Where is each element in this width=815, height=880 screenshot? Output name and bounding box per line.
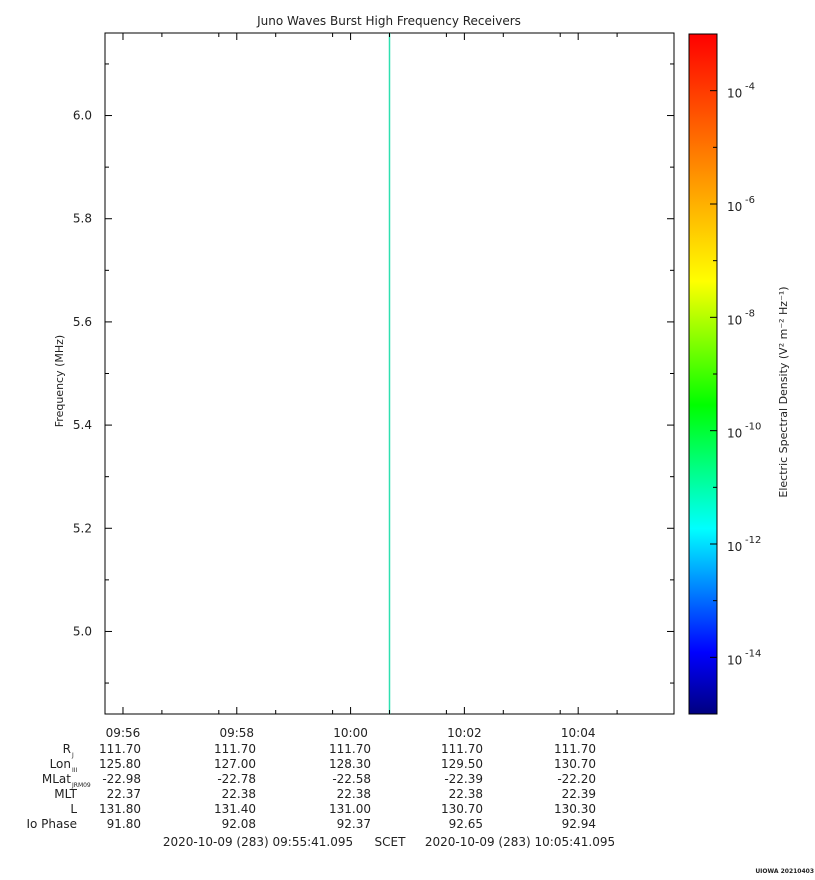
ephemeris-value: -22.78 xyxy=(217,772,256,786)
ephemeris-label-subscript: J xyxy=(71,752,74,759)
ephemeris-value: 125.80 xyxy=(99,757,141,771)
ephemeris-label: MLat xyxy=(42,772,71,786)
ephemeris-value: 92.94 xyxy=(562,817,596,831)
ephemeris-value: 92.37 xyxy=(337,817,371,831)
time-range-end: 2020-10-09 (283) 10:05:41.095 xyxy=(425,835,615,849)
y-tick-label: 5.8 xyxy=(73,212,92,226)
colorbar-tick-exponent: -6 xyxy=(745,195,755,206)
y-tick-label: 5.4 xyxy=(73,418,92,432)
y-tick-label: 5.6 xyxy=(73,315,92,329)
time-range-start: 2020-10-09 (283) 09:55:41.095 xyxy=(163,835,353,849)
ephemeris-label: L xyxy=(70,802,77,816)
ephemeris-label-subscript: JRM09 xyxy=(71,782,91,789)
ephemeris-value: 131.00 xyxy=(329,802,371,816)
ephemeris-label-subscript: III xyxy=(72,767,78,774)
ephemeris-value: 111.70 xyxy=(329,742,371,756)
ephemeris-value: 130.70 xyxy=(441,802,483,816)
x-tick-label: 09:56 xyxy=(106,726,141,740)
ephemeris-value: 111.70 xyxy=(554,742,596,756)
colorbar-tick-label: 10 xyxy=(727,87,742,101)
ephemeris-value: 131.40 xyxy=(214,802,256,816)
colorbar-tick-exponent: -10 xyxy=(745,422,761,433)
colorbar-tick-label: 10 xyxy=(727,540,742,554)
ephemeris-value: 131.80 xyxy=(99,802,141,816)
ephemeris-value: 130.30 xyxy=(554,802,596,816)
ephemeris-value: 130.70 xyxy=(554,757,596,771)
ephemeris-value: 22.37 xyxy=(107,787,141,801)
x-axis: 09:56 09:58 10:00 10:02 10:04 xyxy=(106,33,618,740)
ephemeris-value: 22.39 xyxy=(562,787,596,801)
y-axis: 5.0 5.2 5.4 5.6 5.8 6.0 xyxy=(73,63,674,684)
colorbar-label: Electric Spectral Density (V² m⁻² Hz⁻¹) xyxy=(777,286,790,497)
colorbar-tick-exponent: -12 xyxy=(745,535,761,546)
ephemeris-value: -22.20 xyxy=(557,772,596,786)
colorbar-tick-exponent: -4 xyxy=(745,82,755,93)
colorbar-tick-label: 10 xyxy=(727,200,742,214)
time-range-scet: SCET xyxy=(375,835,407,849)
ephemeris-value: 127.00 xyxy=(214,757,256,771)
x-tick-label: 10:04 xyxy=(561,726,596,740)
colorbar-tick-exponent: -8 xyxy=(745,308,755,319)
ephemeris-value: 92.08 xyxy=(222,817,256,831)
ephemeris-value: -22.39 xyxy=(444,772,483,786)
y-axis-label: Frequency (MHz) xyxy=(53,335,66,427)
x-tick-label: 10:02 xyxy=(447,726,482,740)
ephemeris-value: -22.98 xyxy=(102,772,141,786)
ephemeris-value: 111.70 xyxy=(214,742,256,756)
ephemeris-value: 22.38 xyxy=(222,787,256,801)
colorbar-tick-label: 10 xyxy=(727,427,742,441)
footer-tag: UIOWA 20210403 xyxy=(755,868,814,875)
ephemeris-value: 91.80 xyxy=(107,817,141,831)
ephemeris-value: -22.58 xyxy=(332,772,371,786)
ephemeris-value: 92.65 xyxy=(449,817,483,831)
colorbar-tick-exponent: -14 xyxy=(745,648,761,659)
colorbar-tick-label: 10 xyxy=(727,313,742,327)
ephemeris-value: 111.70 xyxy=(441,742,483,756)
ephemeris-label: Io Phase xyxy=(26,817,77,831)
chart-title: Juno Waves Burst High Frequency Receiver… xyxy=(256,14,521,28)
ephemeris-value: 129.50 xyxy=(441,757,483,771)
x-tick-label: 10:00 xyxy=(333,726,368,740)
ephemeris-label: MLT xyxy=(54,787,77,801)
ephemeris-value: 22.38 xyxy=(337,787,371,801)
x-tick-label: 09:58 xyxy=(219,726,254,740)
ephemeris-value: 111.70 xyxy=(99,742,141,756)
y-tick-label: 6.0 xyxy=(73,109,92,123)
ephemeris-value: 128.30 xyxy=(329,757,371,771)
ephemeris-value: 22.38 xyxy=(449,787,483,801)
y-tick-label: 5.2 xyxy=(73,521,92,535)
ephemeris-label: R xyxy=(63,742,71,756)
colorbar-tick-label: 10 xyxy=(727,653,742,667)
colorbar xyxy=(689,34,717,714)
ephemeris-label: Lon xyxy=(50,757,71,771)
y-tick-label: 5.0 xyxy=(73,624,92,638)
ephemeris-table: R J 111.70 111.70 111.70 111.70 111.70 Lon III 12… xyxy=(26,742,596,831)
